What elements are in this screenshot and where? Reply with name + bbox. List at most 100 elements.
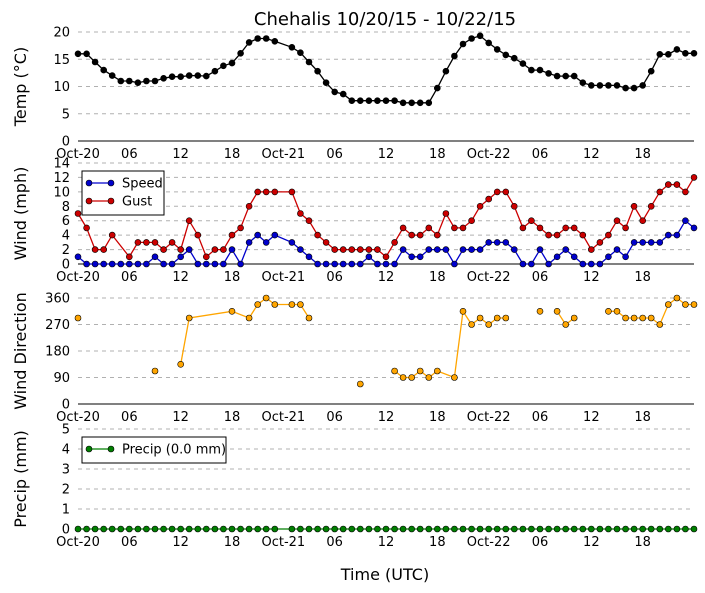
data-point xyxy=(562,224,570,232)
data-point xyxy=(314,67,321,75)
data-point xyxy=(399,99,407,107)
data-point xyxy=(433,231,441,239)
data-point xyxy=(271,301,279,308)
data-point xyxy=(510,246,518,253)
data-point xyxy=(690,224,698,232)
data-point xyxy=(690,301,698,308)
data-point xyxy=(288,239,296,246)
y-tick-label: 0 xyxy=(62,135,70,150)
data-point xyxy=(254,525,262,533)
data-point xyxy=(177,525,184,533)
data-point xyxy=(485,239,493,246)
data-point xyxy=(656,321,664,328)
data-point xyxy=(690,49,698,57)
x-tick-label: 18 xyxy=(224,147,241,162)
data-point xyxy=(587,525,595,533)
x-tick-label: 18 xyxy=(634,535,651,550)
data-point xyxy=(622,314,629,322)
data-point xyxy=(433,84,441,92)
data-point xyxy=(245,314,253,322)
data-point xyxy=(664,50,672,58)
data-point xyxy=(510,203,518,210)
data-point xyxy=(237,224,244,232)
data-point xyxy=(630,525,638,533)
data-point xyxy=(126,260,133,268)
data-point xyxy=(134,260,142,268)
y-tick-label: 2 xyxy=(62,483,70,498)
data-point xyxy=(476,203,484,210)
data-point xyxy=(442,246,450,253)
data-point xyxy=(339,260,347,268)
x-tick-label: 18 xyxy=(224,410,241,425)
data-point xyxy=(502,51,510,59)
data-point xyxy=(237,49,244,57)
data-point xyxy=(288,525,296,533)
data-point xyxy=(459,224,467,232)
data-point xyxy=(220,260,227,268)
data-point xyxy=(305,525,313,533)
data-point xyxy=(74,525,82,533)
data-point xyxy=(613,246,621,253)
x-tick-label: 06 xyxy=(532,410,549,425)
x-tick-label: Oct-22 xyxy=(467,410,511,425)
data-point xyxy=(83,260,90,268)
data-point xyxy=(194,72,202,79)
data-point xyxy=(468,246,475,253)
data-point xyxy=(451,224,458,232)
data-point xyxy=(605,307,612,315)
y-tick-label: 270 xyxy=(45,318,70,333)
data-point xyxy=(288,43,296,51)
data-point xyxy=(451,260,458,268)
data-point xyxy=(528,260,535,268)
data-point xyxy=(664,231,672,239)
data-point xyxy=(416,525,424,533)
data-point xyxy=(493,239,501,246)
x-tick-label: Oct-22 xyxy=(467,147,511,162)
x-tick-label: 12 xyxy=(583,147,600,162)
y-axis-title: Wind Direction xyxy=(11,292,30,410)
data-point xyxy=(485,39,493,47)
data-point xyxy=(399,246,407,253)
y-tick-label: 5 xyxy=(62,423,70,438)
data-point xyxy=(185,525,193,533)
data-point xyxy=(493,46,501,53)
data-point xyxy=(382,253,390,261)
x-tick-label: 06 xyxy=(121,270,138,285)
y-tick-label: 1 xyxy=(62,503,70,518)
data-point xyxy=(682,525,689,533)
y-tick-label: 5 xyxy=(62,107,70,122)
data-point xyxy=(177,73,184,80)
legend-swatch-marker xyxy=(107,179,115,187)
data-point xyxy=(168,525,176,533)
data-point xyxy=(83,525,90,533)
data-point xyxy=(528,217,535,224)
data-point xyxy=(451,52,458,60)
data-point xyxy=(339,525,347,533)
legend-swatch-marker xyxy=(107,445,115,453)
y-tick-label: 10 xyxy=(53,80,70,95)
data-point xyxy=(673,525,681,533)
data-point xyxy=(331,525,339,533)
data-point xyxy=(510,525,518,533)
data-point xyxy=(288,301,296,308)
x-tick-label: 06 xyxy=(121,410,138,425)
data-point xyxy=(664,525,672,533)
data-point xyxy=(271,231,279,239)
series-line xyxy=(78,35,694,104)
data-point xyxy=(339,90,347,98)
data-point xyxy=(630,239,638,246)
data-point xyxy=(374,246,381,253)
data-point xyxy=(237,260,244,268)
data-point xyxy=(570,525,578,533)
data-point xyxy=(553,253,561,261)
data-point xyxy=(416,99,424,107)
series-3-2 xyxy=(356,380,364,388)
data-point xyxy=(476,32,484,40)
data-point xyxy=(408,525,416,533)
data-point xyxy=(203,72,210,80)
data-point xyxy=(399,224,407,232)
x-tick-label: 18 xyxy=(224,270,241,285)
data-point xyxy=(476,525,484,533)
data-point xyxy=(314,260,321,268)
x-tick-label: 06 xyxy=(532,270,549,285)
